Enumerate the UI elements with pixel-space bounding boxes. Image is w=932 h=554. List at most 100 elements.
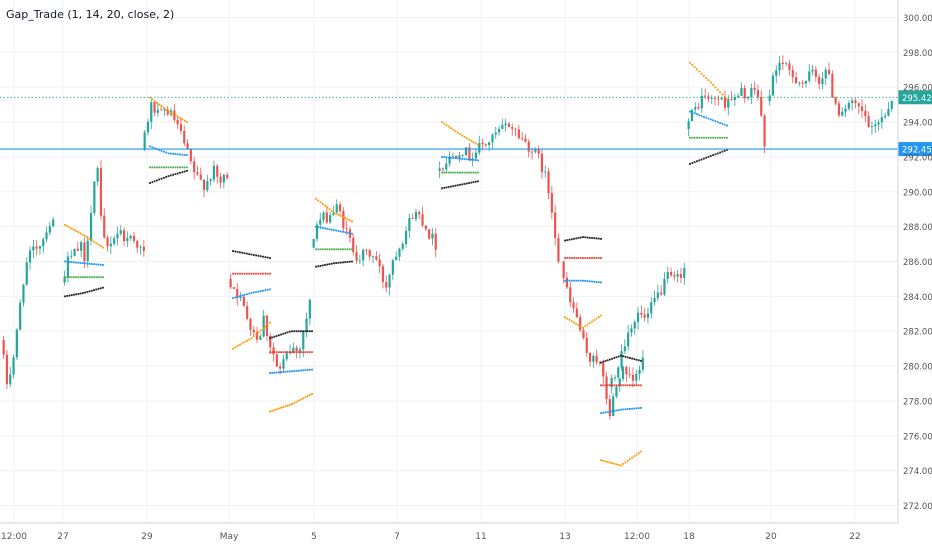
candle-body [464, 147, 468, 156]
candle-body [804, 80, 808, 84]
indicator-point [595, 317, 598, 320]
indicator-point [73, 228, 75, 231]
indicator-point [174, 114, 177, 117]
x-tick-label: 13 [559, 532, 570, 542]
candle-body [811, 69, 814, 72]
candle-body [851, 100, 854, 104]
indicator-point [79, 276, 82, 279]
indicator-point [304, 330, 307, 333]
candle-body [319, 219, 322, 225]
indicator-point [335, 248, 338, 251]
indicator-point [689, 110, 691, 113]
indicator-point [273, 371, 276, 374]
indicator-point [236, 251, 239, 253]
indicator-point [611, 384, 614, 387]
indicator-point [88, 238, 91, 240]
indicator-point [712, 136, 715, 139]
y-tick-label: 274.00 [903, 467, 932, 477]
candle-body [690, 109, 694, 122]
indicator-point [635, 407, 638, 410]
indicator-point [183, 154, 186, 156]
indicator-point [288, 330, 291, 333]
indicator-point [308, 394, 311, 396]
indicator-point [633, 455, 636, 458]
indicator-point [568, 238, 571, 241]
indicator-point [264, 325, 267, 328]
indicator-point [716, 121, 719, 123]
indicator-point [591, 237, 593, 239]
indicator-point [628, 408, 631, 410]
indicator-point [452, 185, 455, 188]
indicator-point [319, 226, 322, 229]
candle-body [750, 88, 753, 97]
indicator-point [300, 330, 302, 333]
candle-body [605, 376, 608, 400]
candle-body [660, 292, 663, 295]
indicator-point [348, 248, 351, 251]
candle-body [494, 132, 497, 135]
indicator-point [319, 264, 322, 267]
indicator-point [626, 384, 629, 387]
candle-body [650, 302, 653, 314]
indicator-point [620, 464, 622, 467]
indicator-point [606, 359, 609, 362]
indicator-point [584, 279, 587, 282]
indicator-point [705, 156, 708, 159]
indicator-point [702, 157, 705, 160]
indicator-point [97, 287, 100, 290]
indicator-point [628, 357, 631, 359]
candle-body [298, 349, 302, 352]
indicator-point [586, 236, 589, 239]
candle-body [474, 152, 478, 159]
indicator-point [608, 461, 611, 464]
candle-body [507, 123, 511, 128]
indicator-point [622, 384, 625, 387]
candle-body [537, 149, 540, 154]
indicator-point [262, 289, 264, 292]
candle-body [272, 347, 275, 355]
indicator-point [566, 279, 569, 282]
indicator-point [302, 369, 305, 372]
indicator-point [250, 337, 253, 340]
candle-body [275, 354, 278, 367]
candle-body [743, 87, 746, 99]
indicator-point [461, 157, 464, 160]
indicator-point [239, 251, 241, 254]
candle-body [434, 233, 437, 250]
indicator-point [236, 295, 239, 298]
indicator-point [280, 351, 282, 354]
candle-body [656, 292, 659, 298]
indicator-point [600, 257, 602, 259]
indicator-point [293, 370, 296, 372]
indicator-point [151, 181, 154, 184]
x-tick-label: 27 [57, 532, 68, 542]
indicator-point [162, 107, 165, 109]
indicator-point [595, 237, 598, 240]
candle-body [778, 62, 781, 71]
indicator-point [461, 134, 464, 137]
indicator-point [75, 230, 78, 232]
indicator-point [269, 410, 271, 413]
indicator-point [271, 336, 274, 339]
indicator-point [183, 170, 186, 173]
candle-body [156, 109, 159, 113]
indicator-point [573, 279, 575, 282]
indicator-point [102, 276, 104, 279]
indicator-point [328, 263, 331, 266]
indicator-point [344, 248, 347, 251]
indicator-point [454, 157, 457, 160]
indicator-point [613, 462, 616, 465]
indicator-point [167, 152, 170, 155]
indicator-point [633, 384, 636, 387]
indicator-point [604, 411, 607, 414]
indicator-point [337, 230, 340, 232]
candle-body [781, 62, 784, 65]
x-tick-label: 5 [311, 532, 317, 542]
indicator-point [167, 110, 170, 113]
candle-body [890, 100, 893, 109]
indicator-point [186, 169, 188, 172]
indicator-point [86, 276, 89, 279]
candle-body [22, 284, 25, 303]
